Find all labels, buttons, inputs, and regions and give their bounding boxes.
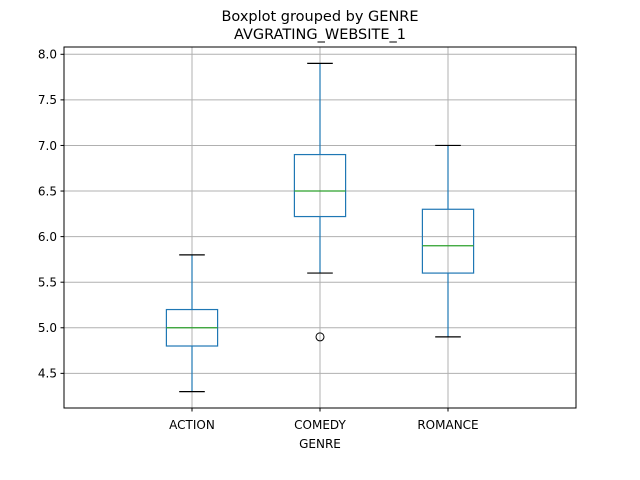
box-group xyxy=(165,62,475,393)
y-tick-label: 5.5 xyxy=(38,275,57,289)
box-iqr xyxy=(421,208,475,274)
y-tick-label: 6.0 xyxy=(38,230,57,244)
x-tick-label: COMEDY xyxy=(294,418,346,432)
box-action xyxy=(165,254,219,393)
y-tick-label: 7.0 xyxy=(38,139,57,153)
box-romance xyxy=(421,144,475,338)
box-comedy xyxy=(293,62,347,342)
y-tick-label: 7.5 xyxy=(38,93,57,107)
x-axis: ACTION COMEDY ROMANCE xyxy=(169,408,479,432)
chart-title: Boxplot grouped by GENRE xyxy=(221,9,418,25)
outlier-point xyxy=(315,332,325,342)
x-tick-label: ACTION xyxy=(169,418,215,432)
y-tick-label: 4.5 xyxy=(38,367,57,381)
chart-subtitle: AVGRATING_WEBSITE_1 xyxy=(234,27,406,43)
x-axis-label: GENRE xyxy=(299,437,341,451)
y-tick-label: 8.0 xyxy=(38,48,57,62)
y-axis: 4.5 5.0 5.5 6.0 6.5 7.0 7.5 8.0 xyxy=(38,48,64,381)
x-tick-label: ROMANCE xyxy=(417,418,478,432)
box-iqr xyxy=(293,153,347,218)
y-tick-label: 6.5 xyxy=(38,184,57,198)
y-tick-label: 5.0 xyxy=(38,321,57,335)
